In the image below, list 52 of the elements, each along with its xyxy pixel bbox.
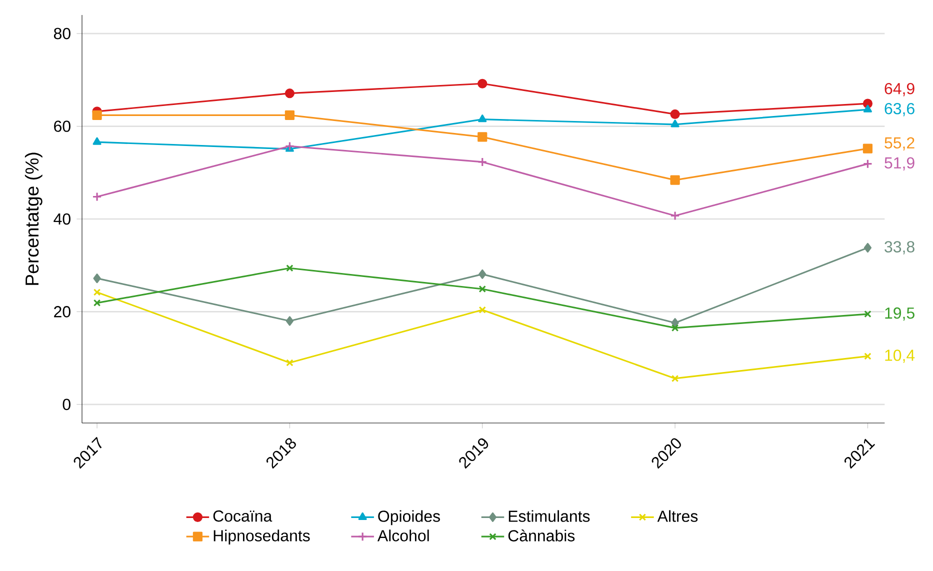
point <box>670 120 680 128</box>
y-tick-label: 40 <box>54 213 70 225</box>
point <box>478 157 488 167</box>
point <box>286 359 294 366</box>
point <box>478 306 486 314</box>
point <box>478 285 486 293</box>
point <box>92 110 102 120</box>
data-label: 55,2 <box>884 137 914 150</box>
point <box>478 132 488 142</box>
point <box>92 192 102 202</box>
point <box>286 264 294 272</box>
legend-label: Opioides <box>378 510 440 526</box>
point <box>93 288 101 296</box>
point <box>671 374 679 382</box>
point <box>864 242 872 253</box>
point <box>478 78 488 88</box>
point <box>864 310 872 318</box>
legend-label: Cocaïna <box>213 510 272 522</box>
point <box>286 316 294 326</box>
data-label: 64,9 <box>884 82 914 96</box>
point <box>863 104 872 112</box>
y-axis-title: Percentatge (%) <box>24 152 42 285</box>
point <box>478 114 487 122</box>
point <box>671 318 679 328</box>
point <box>671 324 679 332</box>
point <box>478 269 486 279</box>
data-label: 51,9 <box>884 157 914 170</box>
data-label: 63,6 <box>884 102 914 116</box>
legend-label: Estimulants <box>508 510 590 522</box>
y-tick-label: 80 <box>54 28 70 40</box>
y-tick-label: 20 <box>54 306 70 318</box>
y-tick-label: 60 <box>54 120 70 132</box>
point <box>862 144 873 154</box>
point <box>93 299 101 307</box>
point <box>864 352 872 360</box>
point <box>862 159 873 169</box>
point <box>670 210 680 221</box>
data-label: 33,8 <box>884 241 914 254</box>
y-tick-label: 0 <box>62 398 70 410</box>
point <box>670 109 680 120</box>
legend-label: Cànnabis <box>508 530 575 542</box>
point <box>284 141 295 152</box>
data-label: 10,4 <box>885 350 915 363</box>
point <box>284 110 295 120</box>
legend-label: Altres <box>657 510 698 522</box>
point <box>670 175 680 185</box>
point <box>284 88 295 98</box>
point <box>93 274 101 284</box>
data-label: 19,5 <box>885 307 914 321</box>
legend-label: Hipnosedants <box>214 530 310 545</box>
point <box>92 137 102 145</box>
legend-label: Alcohol <box>377 530 429 542</box>
